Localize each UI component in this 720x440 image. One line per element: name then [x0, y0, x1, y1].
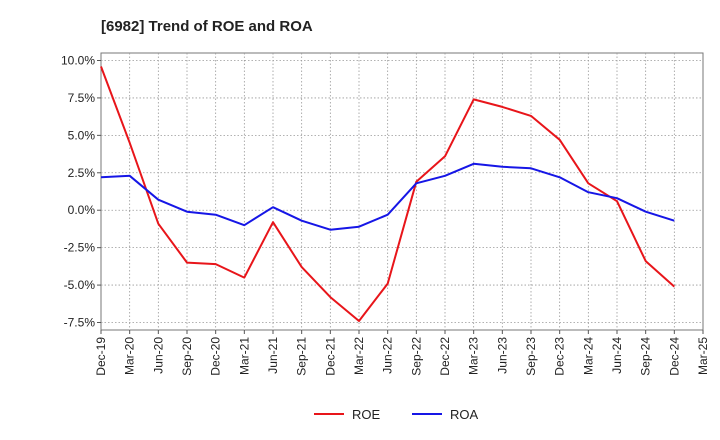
x-tick-label: Sep-21	[295, 337, 309, 376]
x-tick-label: Sep-24	[639, 337, 653, 376]
x-tick-label: Sep-23	[524, 337, 538, 376]
x-axis-ticks: Dec-19 Mar-20 Jun-20 Sep-20 Dec-20 Mar-21 Jun-…	[94, 330, 710, 376]
x-tick-label: Dec-19	[94, 337, 108, 376]
x-tick-label: Sep-20	[180, 337, 194, 376]
y-axis-ticks: 10.0% 7.5% 5.0% 2.5% 0.0% -2.5% -5.0% -7.5%	[61, 53, 101, 330]
gridlines	[101, 53, 703, 330]
chart-title: [6982] Trend of ROE and ROA	[101, 18, 313, 35]
x-tick-label: Mar-22	[352, 337, 366, 375]
x-tick-label: Mar-24	[581, 337, 595, 375]
x-tick-label: Jun-20	[151, 337, 165, 374]
x-tick-label: Mar-20	[123, 337, 137, 375]
y-tick-label: -5.0%	[64, 278, 96, 292]
x-tick-label: Dec-24	[667, 337, 681, 376]
x-tick-label: Mar-21	[237, 337, 251, 375]
y-tick-label: 5.0%	[68, 128, 96, 142]
x-tick-label: Jun-21	[266, 337, 280, 374]
x-tick-label: Dec-21	[323, 337, 337, 376]
series-lines	[100, 66, 675, 322]
plot-area	[100, 52, 704, 331]
x-tick-label: Dec-23	[553, 337, 567, 376]
legend-label-roe: ROE	[352, 407, 381, 422]
x-tick-label: Jun-24	[610, 337, 624, 374]
y-tick-label: 0.0%	[68, 203, 96, 217]
x-tick-label: Mar-23	[467, 337, 481, 375]
legend: ROE ROA	[314, 407, 479, 422]
y-tick-label: 7.5%	[68, 91, 96, 105]
series-line-roe	[100, 66, 675, 322]
y-tick-label: 2.5%	[68, 166, 96, 180]
x-tick-label: Jun-22	[381, 337, 395, 374]
y-tick-label: -2.5%	[64, 241, 96, 255]
x-tick-label: Dec-22	[438, 337, 452, 376]
x-tick-label: Dec-20	[209, 337, 223, 376]
y-tick-label: 10.0%	[61, 53, 95, 67]
y-tick-label: -7.5%	[64, 316, 96, 330]
series-line-roa	[100, 162, 675, 231]
x-tick-label: Sep-22	[409, 337, 423, 376]
legend-label-roa: ROA	[450, 407, 479, 422]
x-tick-label: Mar-25	[696, 337, 710, 375]
x-tick-label: Jun-23	[495, 337, 509, 374]
